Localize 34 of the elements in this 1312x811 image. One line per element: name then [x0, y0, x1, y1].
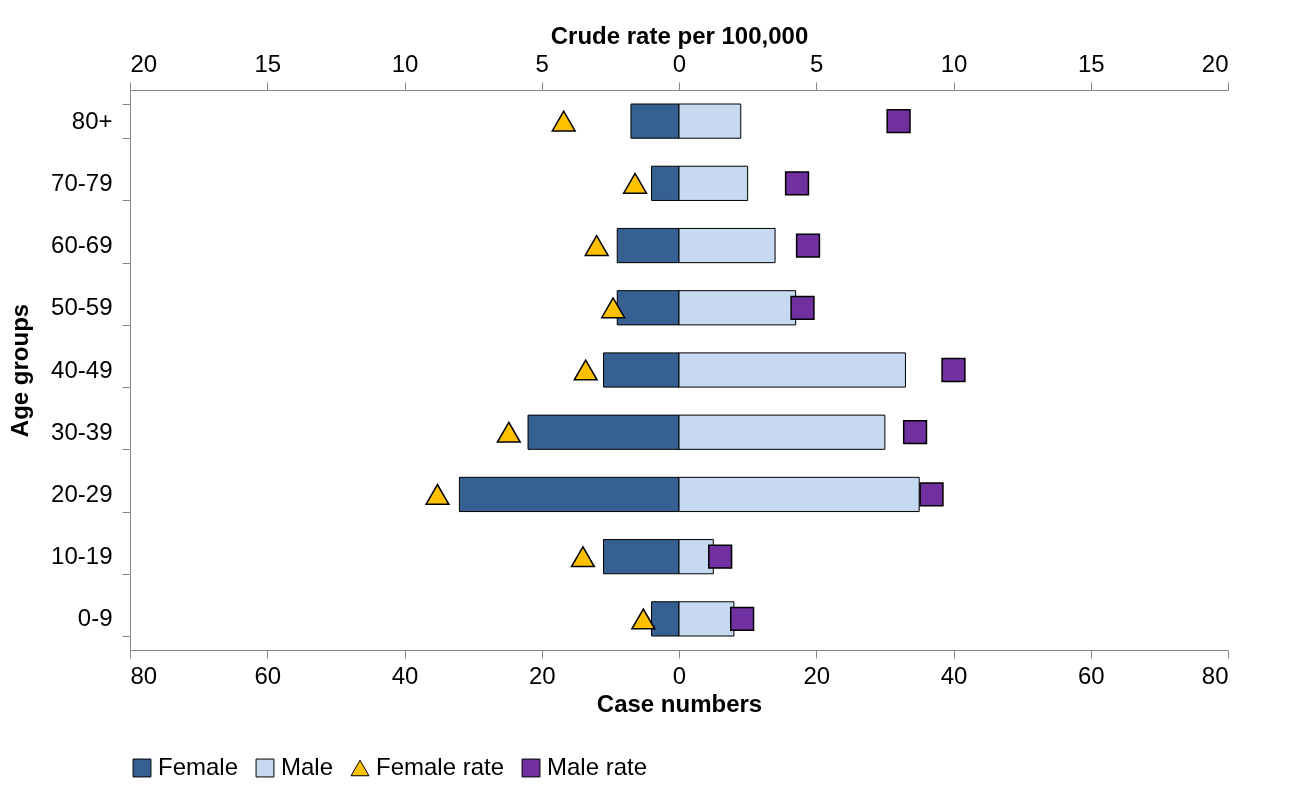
x-axis-title: Case numbers	[596, 689, 763, 717]
y-tick-label: 30-39	[51, 417, 113, 445]
y-tick-label: 20-29	[51, 479, 113, 507]
x-tick-label: 80	[130, 661, 158, 689]
legend-label: Male	[281, 753, 334, 780]
x-tick-label: 20	[528, 661, 556, 689]
legend-label: Female	[158, 753, 239, 780]
y-tick-label: 70-79	[51, 168, 113, 196]
y-tick-label: 50-59	[51, 293, 113, 321]
y-tick-label: 10-19	[51, 542, 113, 570]
x2-tick-label: 20	[130, 49, 158, 77]
x2-tick-label: 20	[1201, 49, 1229, 77]
y-tick-label: 60-69	[51, 231, 113, 259]
y-axis-title: Age groups	[6, 303, 34, 438]
x2-tick-label: 15	[1077, 49, 1105, 77]
x-tick-label: 40	[391, 661, 419, 689]
x-tick-label: 40	[940, 661, 968, 689]
x2-tick-label: 5	[535, 49, 549, 77]
legend-label: Female rate	[376, 753, 505, 780]
x-tick-label: 60	[1077, 661, 1105, 689]
y-tick-label: 80+	[71, 106, 113, 134]
x2-axis-title: Crude rate per 100,000	[550, 21, 809, 49]
x-tick-label: 0	[672, 661, 687, 689]
x2-tick-label: 5	[810, 49, 824, 77]
x2-tick-label: 0	[672, 49, 687, 77]
y-tick-label: 40-49	[51, 355, 113, 383]
legend-label: Male rate	[547, 753, 648, 780]
x-tick-label: 80	[1201, 661, 1229, 689]
x2-tick-label: 10	[391, 49, 419, 77]
x-tick-label: 60	[254, 661, 282, 689]
y-tick-label: 0-9	[77, 604, 113, 632]
x-tick-label: 20	[803, 661, 831, 689]
x2-tick-label: 10	[940, 49, 968, 77]
x2-tick-label: 15	[254, 49, 282, 77]
